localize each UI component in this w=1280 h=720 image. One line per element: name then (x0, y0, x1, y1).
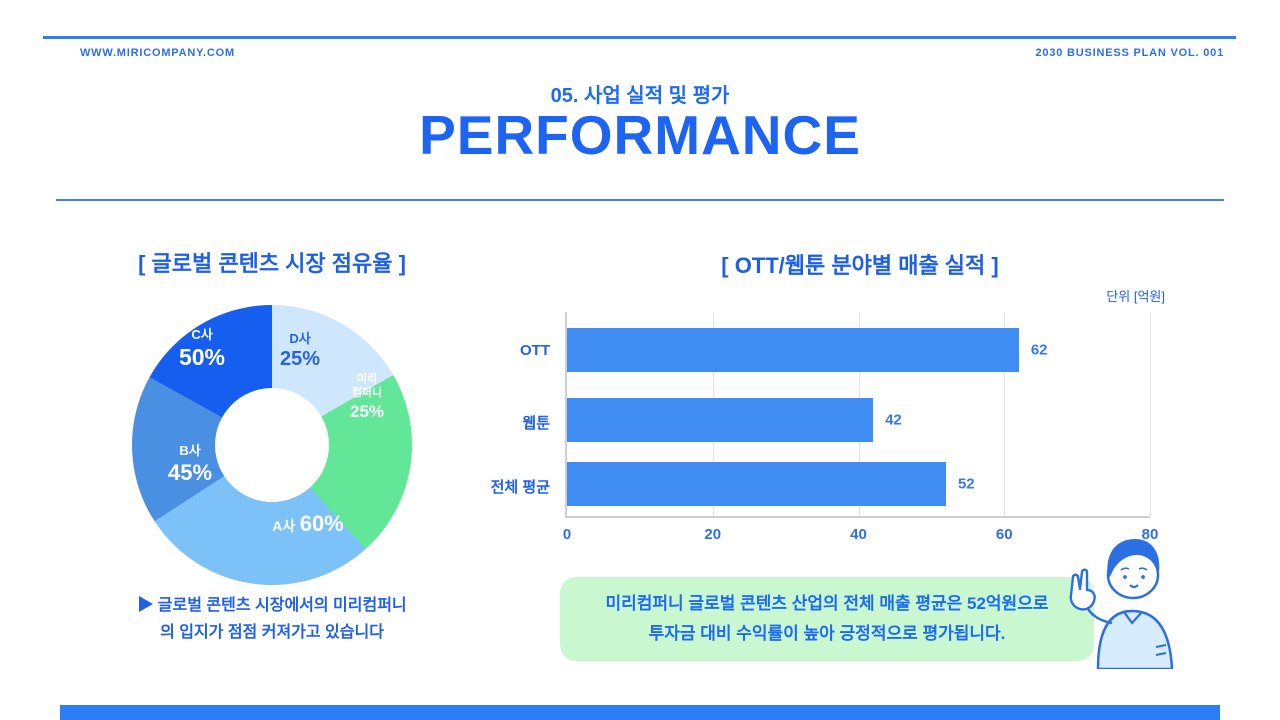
donut-segment-label-a: A사 60% (248, 510, 368, 538)
triangle-bullet-icon: ▶ (137, 597, 154, 614)
donut-segment-label-d: D사 25% (260, 331, 340, 372)
donut-hole (215, 388, 329, 502)
unit-label: 단위 [억원] (1106, 289, 1165, 304)
bar-category-average: 전체 평균 (490, 479, 550, 496)
bar-row-webtoon: 42 (567, 398, 1150, 442)
segment-name: B사 (179, 443, 201, 458)
bar-row-ott: 62 (567, 328, 1150, 372)
bar-row-average: 52 (567, 462, 1150, 506)
top-rule (43, 36, 1236, 39)
segment-name: C사 (191, 327, 213, 342)
segment-value: 60% (299, 511, 344, 536)
x-tick-0: 0 (562, 526, 572, 543)
donut-segment-label-b: B사 45% (145, 443, 235, 487)
segment-name-line1: 미리 (356, 373, 378, 385)
document-reference: 2030 BUSINESS PLAN VOL. 001 (1035, 47, 1224, 59)
bottom-bar (60, 705, 1220, 720)
divider-rule (56, 199, 1224, 201)
bar-category-ott: OTT (520, 342, 550, 359)
revenue-bar-chart: 62 42 52 0 20 40 60 80 (563, 312, 1158, 543)
market-share-donut: C사 50% D사 25% 미리 컴퍼니 25% B사 45% A사 60% (132, 305, 412, 585)
donut-chart-title: [ 글로벌 콘텐츠 시장 점유율 ] (138, 251, 406, 276)
summary-callout: 미리컴퍼니 글로벌 콘텐츠 산업의 전체 매출 평균은 52억원으로 투자금 대… (560, 577, 1094, 661)
segment-value: 25% (349, 401, 385, 421)
gridline (1004, 312, 1006, 516)
callout-line-2: 투자금 대비 수익률이 높아 긍정적으로 평가됩니다. (648, 624, 1006, 643)
segment-value: 45% (167, 460, 213, 486)
x-tick-40: 40 (850, 526, 867, 543)
section-label: 05. 사업 실적 및 평가 (550, 85, 730, 107)
segment-value: 50% (178, 344, 226, 371)
bar-value-ott: 62 (1030, 341, 1048, 359)
segment-name: A사 (272, 518, 296, 534)
x-tick-20: 20 (704, 526, 722, 543)
bar-webtoon (567, 398, 874, 442)
page-title: PERFORMANCE (419, 104, 861, 166)
segment-value: 25% (279, 348, 321, 371)
bar-chart-title: [ OTT/웹툰 분야별 매출 실적 ] (721, 253, 999, 278)
donut-segment-label-miri: 미리 컴퍼니 25% (330, 373, 404, 422)
bar-value-average: 52 (957, 475, 975, 493)
note-line-1: 글로벌 콘텐츠 시장에서의 미리컴퍼니 (157, 597, 407, 614)
x-tick-80: 80 (1141, 526, 1159, 543)
segment-name-line2: 컴퍼니 (351, 386, 383, 399)
donut-note: ▶ 글로벌 콘텐츠 시장에서의 미리컴퍼니 의 입지가 점점 커져가고 있습니다 (92, 592, 452, 646)
donut-segment-label-c: C사 50% (157, 327, 247, 372)
bar-average (567, 462, 946, 506)
segment-name: D사 (289, 331, 311, 346)
x-tick-60: 60 (995, 526, 1013, 543)
bar-ott (567, 328, 1019, 372)
person-peace-sign-illustration (1069, 539, 1174, 669)
website-url: WWW.MIRICOMPANY.COM (80, 47, 235, 59)
callout-line-1: 미리컴퍼니 글로벌 콘텐츠 산업의 전체 매출 평균은 52억원으로 (605, 594, 1049, 614)
bar-category-webtoon: 웹툰 (522, 415, 550, 432)
bar-value-webtoon: 42 (885, 411, 902, 429)
gridline (1150, 312, 1151, 516)
note-line-2: 의 입지가 점점 커져가고 있습니다 (160, 624, 384, 642)
